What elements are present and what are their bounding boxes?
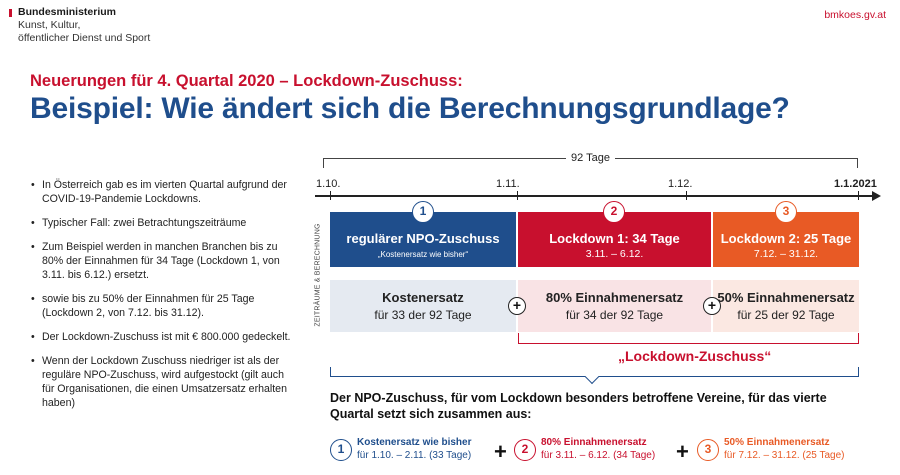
period-title: Lockdown 1: 34 Tage [549, 231, 680, 246]
lockdown-bracket [518, 333, 859, 344]
slide-title: Beispiel: Wie ändert sich die Berechnung… [30, 92, 790, 125]
axis-tick [858, 191, 859, 200]
calc-title: 80% Einnahmenersatz [545, 290, 684, 305]
calc-box-50: 50% Einnahmenersatz für 25 der 92 Tage [713, 280, 859, 332]
axis-tick [686, 191, 687, 200]
plus-icon: + [508, 297, 526, 315]
axis-tick [330, 191, 331, 200]
bullet-item: Typischer Fall: zwei Betrachtungszeiträu… [30, 216, 292, 230]
number-badge-2: 2 [514, 439, 536, 461]
bullet-item: Der Lockdown-Zuschuss ist mit € 800.000 … [30, 330, 292, 344]
number-badge-3: 3 [775, 201, 797, 223]
date-label: 1.11. [496, 178, 520, 190]
number-badge-3: 3 [697, 439, 719, 461]
span-label: 92 Tage [566, 152, 615, 164]
number-badge-1: 1 [412, 201, 434, 223]
period-title: Lockdown 2: 25 Tage [720, 231, 852, 246]
ministry-line-2: Kunst, Kultur, [18, 19, 81, 31]
formula-detail: für 7.12. – 31.12. (25 Tage) [724, 449, 845, 461]
plus-icon: + [676, 439, 689, 464]
formula-title: 80% Einnahmenersatz [541, 437, 647, 448]
bullet-item: sowie bis zu 50% der Einnahmen für 25 Ta… [30, 292, 292, 320]
summary-text: Der NPO-Zuschuss, für vom Lockdown beson… [330, 391, 827, 421]
period-subtitle: 3.11. – 6.12. [585, 248, 644, 260]
calc-title: 50% Einnahmenersatz [717, 290, 855, 305]
period-subtitle: 7.12. – 31.12. [753, 248, 819, 260]
period-box-lockdown-1: Lockdown 1: 34 Tage 3.11. – 6.12. [518, 212, 711, 267]
calc-box-cost: Kostenersatz für 33 der 92 Tage [330, 280, 516, 332]
plus-icon: + [494, 439, 507, 464]
number-badge-1: 1 [330, 439, 352, 461]
formula-title: 50% Einnahmenersatz [724, 437, 830, 448]
lockdown-label: „Lockdown-Zuschuss“ [618, 348, 772, 364]
calc-title: Kostenersatz [382, 290, 464, 305]
slide-subtitle: Neuerungen für 4. Quartal 2020 – Lockdow… [30, 72, 463, 90]
calc-subtitle: für 33 der 92 Tage [374, 308, 472, 322]
formula-detail: für 3.11. – 6.12. (34 Tage) [541, 449, 656, 461]
bullet-list: In Österreich gab es im vierten Quartal … [30, 178, 292, 420]
formula-detail: für 1.10. – 2.11. (33 Tage) [357, 449, 472, 461]
number-badge-2: 2 [603, 201, 625, 223]
timeline-axis [315, 195, 875, 197]
website-link[interactable]: bmkoes.gv.at [824, 9, 886, 21]
bullet-item: Wenn der Lockdown Zuschuss niedriger ist… [30, 354, 292, 410]
calc-subtitle: für 25 der 92 Tage [737, 308, 835, 322]
ministry-line-3: öffentlicher Dienst und Sport [18, 32, 151, 44]
ministry-name: Bundesministerium [18, 6, 117, 18]
austria-flag-icon [9, 9, 12, 17]
plus-icon: + [703, 297, 721, 315]
bullet-item: In Österreich gab es im vierten Quartal … [30, 178, 292, 206]
period-subtitle: „Kostenersatz wie bisher“ [377, 250, 469, 259]
formula-title: Kostenersatz wie bisher [357, 437, 472, 448]
arrow-right-icon [872, 191, 881, 201]
vertical-axis-label: ZEITRÄUME & BERECHNUNG [308, 212, 328, 337]
ministry-logo-text: Bundesministerium Kunst, Kultur, öffentl… [18, 6, 150, 45]
date-label: 1.12. [668, 178, 693, 190]
vertical-label-text: ZEITRÄUME & BERECHNUNG [314, 222, 322, 327]
date-label: 1.1.2021 [834, 178, 877, 190]
bullet-item: Zum Beispiel werden in manchen Branchen … [30, 240, 292, 282]
calc-box-80: 80% Einnahmenersatz für 34 der 92 Tage [518, 280, 711, 332]
date-label: 1.10. [316, 178, 341, 190]
calc-subtitle: für 34 der 92 Tage [565, 308, 664, 322]
period-title: regulärer NPO-Zuschuss [346, 231, 500, 246]
axis-tick [517, 191, 518, 200]
